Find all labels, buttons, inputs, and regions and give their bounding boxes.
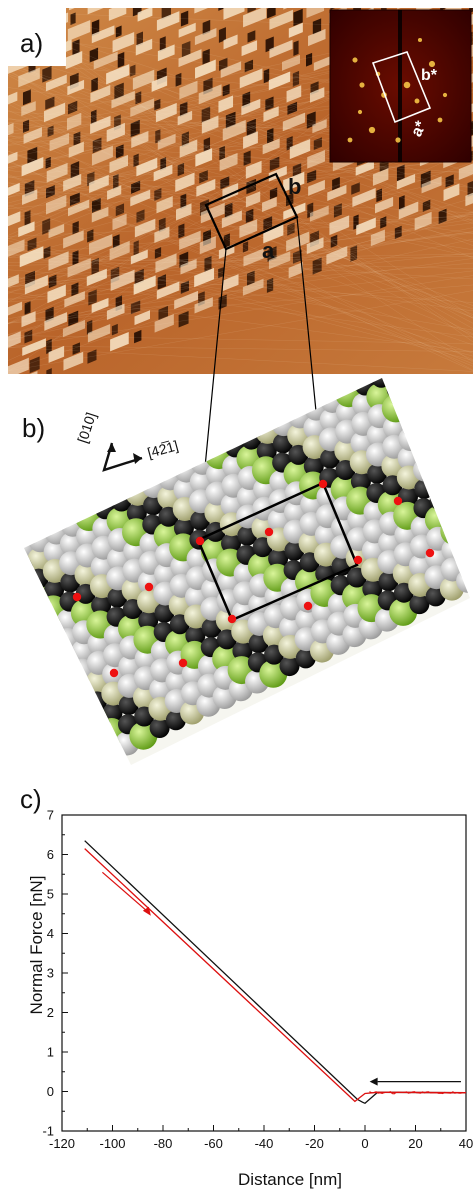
direction-421-label: [42̅1] xyxy=(146,437,180,461)
chart-y-label: Normal Force [nN] xyxy=(27,876,46,1015)
direction-arrows: [010] [42̅1] xyxy=(74,410,180,472)
y-tick-label: 2 xyxy=(47,1005,54,1020)
site-marker xyxy=(178,658,188,668)
site-marker xyxy=(264,527,274,537)
panel-b-label: b) xyxy=(22,413,45,443)
y-tick-label: 7 xyxy=(47,808,54,823)
panel-a-label-bg xyxy=(8,8,66,66)
force-distance-chart: -120 -100 -80 -60 -40 -20 0 20 40 -1 0 1 2 3 4 5 6 7 xyxy=(42,808,473,1152)
site-marker xyxy=(353,555,363,565)
x-tick-label: 20 xyxy=(408,1136,422,1151)
x-tick-label: -120 xyxy=(49,1136,75,1151)
panel-a: a) b* a* b a xyxy=(8,8,473,374)
y-tick-label: -1 xyxy=(42,1124,54,1139)
unit-cell-a-label: a xyxy=(262,238,275,263)
fft-b-star-label: b* xyxy=(421,67,438,84)
x-tick-label: -20 xyxy=(305,1136,324,1151)
x-tick-label: 40 xyxy=(459,1136,473,1151)
y-tick-label: 6 xyxy=(47,847,54,862)
x-tick-label: -60 xyxy=(204,1136,223,1151)
site-marker xyxy=(227,614,237,624)
y-tick-label: 0 xyxy=(47,1084,54,1099)
y-tick-label: 4 xyxy=(47,926,54,941)
retract-arrow xyxy=(102,871,149,913)
retract-curve xyxy=(84,848,467,1103)
plot-frame xyxy=(61,814,467,1132)
retract-arrowhead xyxy=(142,906,151,916)
baseline-noise xyxy=(369,1090,466,1095)
x-tick-label: -40 xyxy=(255,1136,274,1151)
x-tick-label: -100 xyxy=(99,1136,125,1151)
site-marker xyxy=(195,536,205,546)
y-tick-label: 5 xyxy=(47,887,54,902)
site-marker xyxy=(393,496,403,506)
panel-c: c) -120 -100 -80 -60 -40 -20 0 20 40 -1 0 1 2 3 4 5 6 7 N… xyxy=(20,784,473,1189)
chart-x-label: Distance [nm] xyxy=(238,1170,342,1189)
x-tick-label: 0 xyxy=(361,1136,368,1151)
unit-cell-b-label: b xyxy=(288,174,301,199)
approach-curve xyxy=(84,840,467,1105)
site-marker xyxy=(72,592,82,602)
y-tick-label: 1 xyxy=(47,1045,54,1060)
site-marker xyxy=(144,582,154,592)
model-unit-cell xyxy=(196,481,359,622)
site-marker xyxy=(109,668,119,678)
direction-010-label: [010] xyxy=(74,410,99,445)
site-marker xyxy=(318,479,328,489)
fft-inset: b* a* xyxy=(329,9,472,163)
y-tick-label: 3 xyxy=(47,966,54,981)
x-tick-label: -80 xyxy=(154,1136,173,1151)
site-marker xyxy=(425,548,435,558)
fft-reciprocal-cell xyxy=(371,51,432,124)
panel-c-label: c) xyxy=(20,784,42,814)
panel-a-label: a) xyxy=(20,28,43,58)
approach-arrowhead xyxy=(369,1077,378,1086)
site-marker xyxy=(303,601,313,611)
